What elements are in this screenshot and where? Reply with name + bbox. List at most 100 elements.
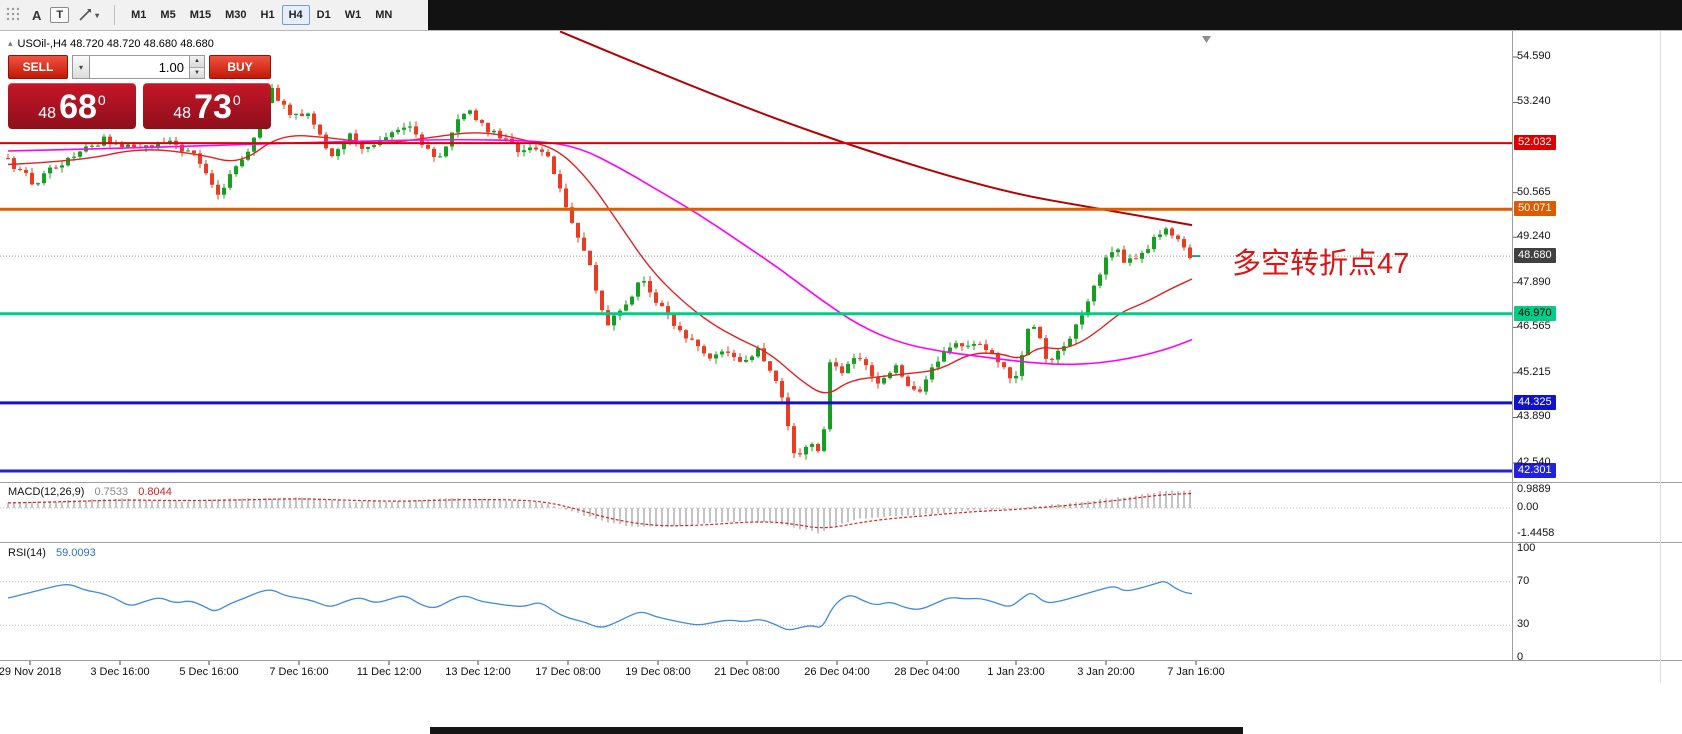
- collapse-panel-icon[interactable]: ▴: [8, 38, 13, 48]
- price-tick-label: 53.240: [1517, 95, 1551, 108]
- candle: [528, 147, 532, 151]
- rsi-name: RSI(14): [8, 547, 46, 559]
- sell-price-decimals: 68: [59, 88, 97, 126]
- candle: [540, 149, 544, 152]
- candle: [186, 150, 190, 152]
- candle: [804, 446, 808, 455]
- candle: [60, 165, 64, 168]
- candle: [768, 361, 772, 371]
- candle: [1164, 228, 1168, 235]
- candle: [54, 167, 58, 169]
- drag-grip-icon[interactable]: [5, 6, 19, 24]
- candle: [564, 188, 568, 208]
- candle: [810, 444, 814, 447]
- candle: [552, 156, 556, 175]
- grip-dots-icon: [6, 7, 19, 21]
- candle: [504, 138, 508, 140]
- chart-shift-marker-icon[interactable]: [1202, 36, 1211, 43]
- candle: [630, 296, 634, 305]
- candle: [582, 237, 586, 251]
- price-tick-label: 42.540: [1517, 455, 1551, 468]
- price-line-label: 42.301: [1514, 463, 1556, 478]
- candle: [66, 157, 70, 166]
- text-tool-button[interactable]: T: [50, 7, 70, 23]
- candle: [984, 344, 988, 351]
- tf-button-h1[interactable]: H1: [254, 5, 282, 25]
- candle: [606, 310, 610, 326]
- candle: [1170, 228, 1174, 236]
- candle: [642, 281, 646, 283]
- candle: [342, 142, 346, 150]
- tf-button-h4[interactable]: H4: [281, 5, 310, 25]
- candle: [972, 343, 976, 346]
- candle: [966, 345, 970, 347]
- candle: [1080, 315, 1084, 325]
- stepper-up-icon[interactable]: ▲: [190, 56, 204, 68]
- candle: [1008, 367, 1012, 379]
- candle: [948, 347, 952, 352]
- candle: [384, 137, 388, 141]
- candle: [726, 351, 730, 353]
- candle: [534, 147, 538, 150]
- tf-button-m15[interactable]: M15: [183, 5, 218, 25]
- candle: [558, 174, 562, 189]
- tf-button-d1[interactable]: D1: [310, 5, 338, 25]
- candle: [360, 143, 364, 149]
- lot-dropdown-button[interactable]: ▾: [72, 55, 90, 79]
- ma-slow-line: [7, 138, 1193, 366]
- candle: [390, 132, 394, 138]
- candle: [396, 129, 400, 133]
- candle: [786, 397, 790, 427]
- candle: [120, 143, 124, 148]
- price-tick-label: 100: [1517, 542, 1536, 554]
- candle: [1176, 235, 1180, 240]
- shapes-tool-button[interactable]: ▾: [72, 6, 105, 24]
- buy-button[interactable]: BUY: [209, 55, 271, 79]
- tf-button-mn[interactable]: MN: [368, 5, 399, 25]
- price-line-label: 50.071: [1514, 201, 1556, 217]
- candle: [462, 113, 466, 120]
- volume-stepper[interactable]: ▲ ▼: [190, 55, 205, 79]
- label-tool-button[interactable]: A: [26, 6, 47, 25]
- candle: [168, 140, 172, 144]
- timeframe-group: M1 M5 M15 M30 H1 H4 D1 W1 MN: [124, 5, 399, 25]
- price-axis[interactable]: 52.032 50.071 46.970 44.325 42.301 48.680 54.5…: [1513, 0, 1681, 734]
- tf-button-m1[interactable]: M1: [124, 5, 153, 25]
- tf-button-w1[interactable]: W1: [338, 5, 369, 25]
- tf-button-m30[interactable]: M30: [218, 5, 253, 25]
- candle: [18, 169, 22, 171]
- tf-button-m5[interactable]: M5: [153, 5, 182, 25]
- candle: [780, 380, 784, 398]
- sell-button[interactable]: SELL: [8, 55, 68, 79]
- candle: [150, 145, 154, 148]
- candle: [72, 156, 76, 158]
- candle: [312, 113, 316, 125]
- stepper-down-icon[interactable]: ▼: [190, 67, 204, 78]
- candle: [366, 146, 370, 149]
- candle: [846, 363, 850, 374]
- candle: [1056, 350, 1060, 360]
- candle: [96, 145, 100, 147]
- candles-layer: [6, 83, 1192, 460]
- candle: [1182, 239, 1186, 248]
- price-tick-label: 43.890: [1517, 410, 1551, 423]
- price-tick-label: 45.215: [1517, 365, 1551, 378]
- candle: [942, 351, 946, 362]
- candle: [702, 346, 706, 354]
- price-tick-label: 0.00: [1517, 501, 1539, 513]
- candle: [126, 144, 130, 148]
- long-trend-line: [559, 30, 1193, 227]
- sell-quote-panel[interactable]: 48 68 0: [8, 83, 136, 129]
- candle: [990, 350, 994, 354]
- volume-input[interactable]: [90, 55, 190, 79]
- price-tick-label: 54.590: [1517, 50, 1551, 62]
- candle: [714, 354, 718, 359]
- candle: [180, 144, 184, 152]
- price-tick-label: 30: [1517, 618, 1530, 631]
- bottom-bar: [430, 727, 1243, 734]
- candle: [708, 353, 712, 359]
- buy-quote-panel[interactable]: 48 73 0: [143, 83, 271, 129]
- candle: [306, 113, 310, 117]
- macd-label: MACD(12,26,9) 0.7533 0.8044: [8, 486, 172, 498]
